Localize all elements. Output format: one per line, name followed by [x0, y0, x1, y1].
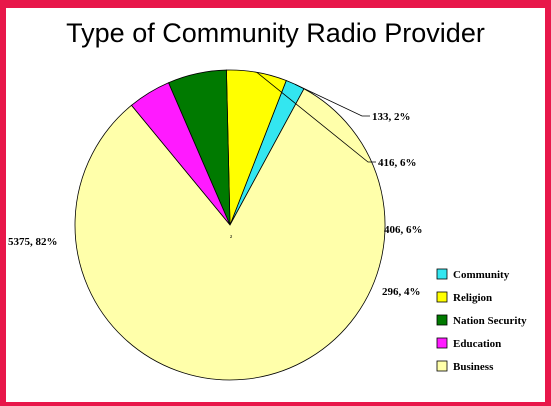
legend-label: Nation Security	[453, 315, 527, 327]
data-label: 406, 6%	[384, 224, 423, 236]
legend-swatch	[436, 291, 448, 303]
data-label: 133, 2%	[372, 111, 411, 123]
legend-swatch	[436, 314, 448, 326]
data-label: 416, 6%	[378, 157, 417, 169]
legend-label: Community	[453, 269, 510, 281]
pie-chart: 133, 2%416, 6%406, 6%296, 4%5375, 82% 2 …	[8, 69, 527, 381]
pie-slice-business	[74, 88, 386, 381]
center-mark: 2	[230, 234, 232, 239]
legend-swatch	[436, 268, 448, 280]
legend: Community Religion Nation Security Educatio…	[436, 268, 527, 373]
legend-label: Education	[453, 338, 501, 350]
legend-swatch	[436, 337, 448, 349]
data-label: 5375, 82%	[8, 236, 58, 248]
legend-swatch	[436, 360, 448, 372]
chart-title: Type of Community Radio Provider	[66, 18, 485, 48]
legend-label: Religion	[453, 292, 492, 304]
legend-label: Business	[453, 361, 494, 373]
leader-line	[295, 84, 370, 117]
leader-line	[256, 71, 376, 163]
data-label: 296, 4%	[382, 286, 421, 298]
